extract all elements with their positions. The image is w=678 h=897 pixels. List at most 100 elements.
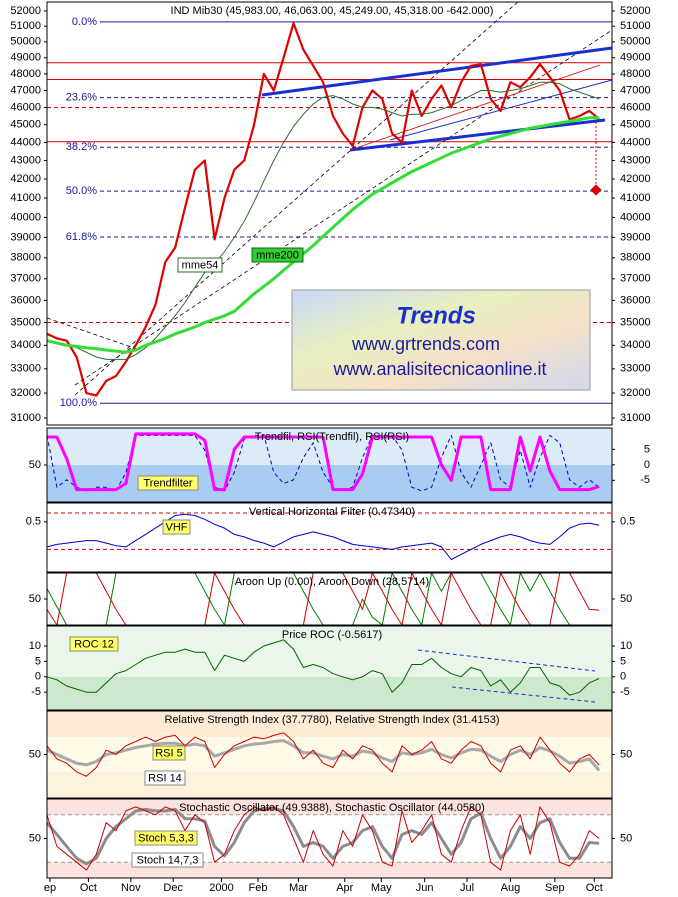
x-tick-label: May [371,882,392,894]
fib-label: 61.8% [66,231,97,243]
y-tick-label: 32000 [620,387,651,399]
y-tick-label: 50000 [620,36,651,48]
legend-label: Trendfilter [143,477,192,489]
y-tick-label: 51000 [620,20,651,32]
legend-box [162,519,191,535]
watermark-url: www.grtrends.com [351,334,500,354]
legend-box [131,852,204,868]
legend-label: RSI 14 [148,772,182,784]
y-tick-label: 52000 [10,5,41,17]
y-tick-label: 42000 [10,173,41,185]
panel-frame [46,502,613,573]
y-tick-label: 43000 [620,154,651,166]
x-tick-label: Feb [249,882,268,894]
series-line [46,806,600,871]
y-tick-label: 34000 [10,339,41,351]
y-tick-label: 36000 [10,294,41,306]
panel-title: Stochastic Oscillator (49.9388), Stochas… [179,802,485,814]
y-tick-label: 49000 [620,52,651,64]
y-tick-label: 34000 [620,339,651,351]
legend-box [134,830,198,846]
legend-box [137,475,199,491]
y-tick-label: 31000 [620,412,651,424]
band [47,799,612,815]
panel-frame [46,625,613,711]
y-tick-label: 32000 [10,387,41,399]
y-tick-label: 39000 [620,231,651,243]
y-tick-label: -5 [31,686,41,698]
series-line [46,639,600,696]
x-tick-label: Aug [501,882,521,894]
panel-frame [46,710,613,799]
legend-label: mme54 [182,259,219,271]
channel-line [349,64,601,151]
fib-label: 38.2% [66,141,97,153]
y-tick-label: 48000 [10,68,41,80]
y2-tick-label: 0 [644,459,650,471]
y-tick-label: 45000 [10,119,41,131]
y-tick-label: 38000 [10,252,41,264]
y-tick-label: 5 [35,655,41,667]
series-line [46,116,600,354]
legend-box [152,745,186,761]
y-tick-label: 0 [620,671,626,683]
y-tick-label: 51000 [10,20,41,32]
x-tick-label: 2000 [209,882,233,894]
y-tick-label: 40000 [10,211,41,223]
band [47,676,612,710]
x-tick-label: ep [44,882,56,894]
y-tick-label: 41000 [10,192,41,204]
y-tick-label: 0 [35,671,41,683]
legend-box [251,247,304,263]
labels: 0.0% 23.6% 38.2% 50.0% 61.8% 100.0% 31000 31000… [10,1,651,894]
y-tick-label: 50 [620,593,632,605]
channel-line [349,118,606,152]
trend-guide [74,0,521,396]
fib-label: 23.6% [66,91,97,103]
legend-box [69,636,119,652]
y-tick-label: 49000 [10,52,41,64]
y-tick-label: 44000 [10,136,41,148]
band [47,711,612,738]
y-tick-label: 47000 [10,84,41,96]
series-line [46,513,600,560]
roc-trendline [417,649,596,672]
y-tick-label: 37000 [620,273,651,285]
y-tick-label: 42000 [620,173,651,185]
y-tick-label: 46000 [620,101,651,113]
panel-title: Vertical Horizontal Filter (0.47340) [249,506,415,518]
drawings [46,0,613,703]
y-tick-label: 5 [620,655,626,667]
y-tick-label: 35000 [620,316,651,328]
y-tick-label: 39000 [10,231,41,243]
panel-title: Aroon Up (0.00), Aroon Down (28.5714) [235,576,429,588]
series-line [47,432,600,492]
y-tick-label: 50 [29,748,41,760]
y-tick-label: 0.5 [26,516,41,528]
legend-label: VHF [166,521,188,533]
y-tick-label: 50000 [10,36,41,48]
y2-tick-label: 5 [644,443,650,455]
fib-label: 100.0% [60,397,98,409]
panel-title: IND Mib30 (45,983.00, 46,063.00, 45,249.… [171,5,494,17]
y-tick-label: 44000 [620,136,651,148]
trend-guide [46,317,141,351]
legend-label: mme200 [256,249,299,261]
legend-box [144,770,186,786]
y-tick-label: 41000 [620,192,651,204]
fib-label: 0.0% [72,16,97,28]
y-tick-label: 50 [620,748,632,760]
watermark: Trends www.grtrends.com www.analisitecni… [291,289,591,391]
x-tick-label: Dec [163,882,183,894]
y-tick-label: 38000 [620,252,651,264]
roc-trendline [451,686,596,703]
trend-guide [74,29,613,386]
watermark-title: Trends [396,302,476,329]
series-line [45,807,600,866]
channel-line [261,46,613,97]
legend-label: Stoch 14,7,3 [137,854,199,866]
panel-title: Price ROC (-0.5617) [282,629,382,641]
y-tick-label: 48000 [620,68,651,80]
legend-box [177,257,223,273]
